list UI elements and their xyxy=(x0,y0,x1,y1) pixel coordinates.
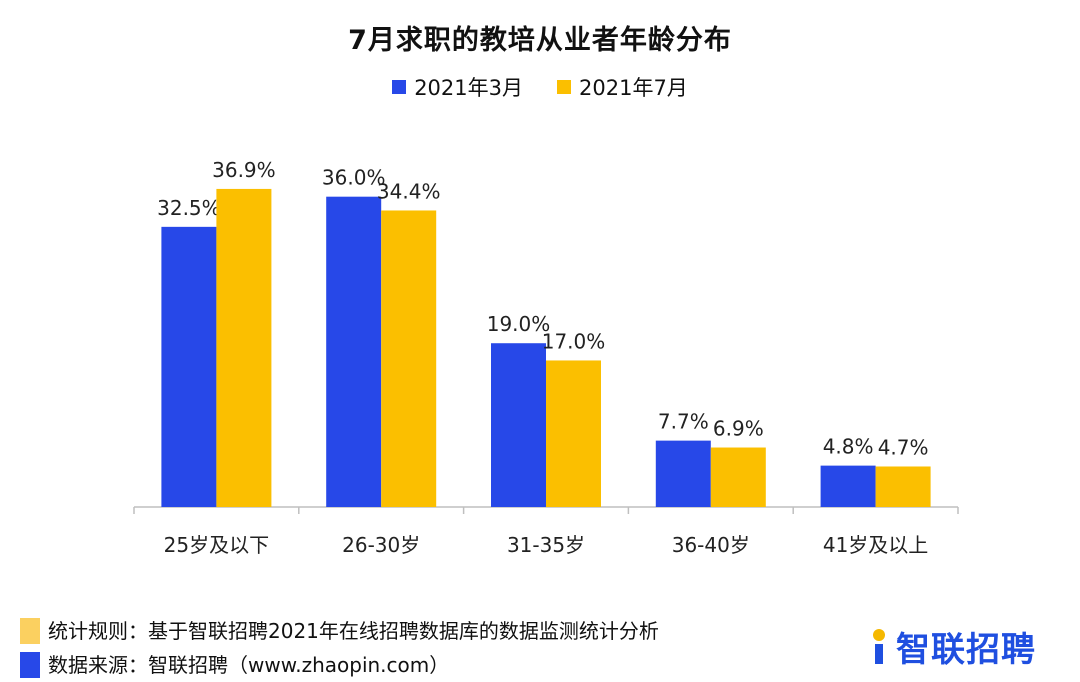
data-label-series-1-cat-5: 4.8% xyxy=(823,435,874,459)
x-tick-label-1: 25岁及以下 xyxy=(164,533,269,557)
bar-chart-plot: 32.5% 36.9% 25岁及以下 36.0%34.4% 26-30岁 19.0%17.… xyxy=(133,158,959,557)
data-label-series-1-cat-2: 36.0% xyxy=(322,166,386,190)
data-label-series-2-cat-2: 34.4% xyxy=(377,179,441,203)
data-label-series-1-cat-1: 32.5% xyxy=(157,196,221,220)
legend-label-series-2: 2021年7月 xyxy=(579,76,688,100)
data-label-series-2-cat-5: 4.7% xyxy=(878,435,929,459)
footnote-rule: 统计规则：基于智联招聘2021年在线招聘数据库的数据监测统计分析 xyxy=(20,614,659,648)
bar-series-1-cat-2 xyxy=(326,196,382,507)
legend-item-series-1: 2021年3月 xyxy=(392,72,523,102)
bar-series-2-cat-4 xyxy=(710,447,766,507)
x-tick-label-3: 31-35岁 xyxy=(507,533,585,557)
footnotes: 统计规则：基于智联招聘2021年在线招聘数据库的数据监测统计分析 数据来源：智联… xyxy=(20,614,659,682)
x-tick-label-4: 36-40岁 xyxy=(672,533,750,557)
bar-series-1-cat-3 xyxy=(491,343,546,507)
footnote-source-text: 数据来源：智联招聘（www.zhaopin.com） xyxy=(48,653,450,677)
bar-series-1-cat-1 xyxy=(161,226,217,507)
footnote-rule-swatch xyxy=(20,618,40,644)
data-label-series-2-cat-1: 36.9% xyxy=(212,158,276,182)
x-tick-label-5: 41岁及以上 xyxy=(823,533,928,557)
chart-legend: 2021年3月 2021年7月 xyxy=(0,72,1080,102)
bar-series-2-cat-2 xyxy=(381,210,437,508)
bar-series-2-cat-5 xyxy=(875,466,931,507)
bar-series-2-cat-3 xyxy=(546,360,601,507)
legend-label-series-1: 2021年3月 xyxy=(414,76,523,100)
bar-series-1-cat-4 xyxy=(655,440,711,507)
legend-item-series-2: 2021年7月 xyxy=(557,72,688,102)
footnote-rule-text: 统计规则：基于智联招聘2021年在线招聘数据库的数据监测统计分析 xyxy=(48,619,659,643)
data-label-series-2-cat-4: 6.9% xyxy=(713,417,764,441)
x-tick-label-2: 26-30岁 xyxy=(342,533,420,557)
data-label-series-1-cat-3: 19.0% xyxy=(487,312,551,336)
bar-series-1-cat-5 xyxy=(820,465,876,507)
footnote-source: 数据来源：智联招聘（www.zhaopin.com） xyxy=(20,648,659,682)
zhaopin-logo: 智联招聘 xyxy=(870,622,1036,671)
chart-title: 7月求职的教培从业者年龄分布 xyxy=(348,25,732,56)
footnote-source-swatch xyxy=(20,652,40,678)
brand-name: 智联招聘 xyxy=(896,630,1036,670)
logo-mark-icon xyxy=(870,628,890,665)
bar-series-2-cat-1 xyxy=(216,188,272,507)
legend-swatch-series-2 xyxy=(557,80,571,94)
data-label-series-1-cat-4: 7.7% xyxy=(658,410,709,434)
legend-swatch-series-1 xyxy=(392,80,407,94)
data-label-series-2-cat-3: 17.0% xyxy=(542,329,606,353)
